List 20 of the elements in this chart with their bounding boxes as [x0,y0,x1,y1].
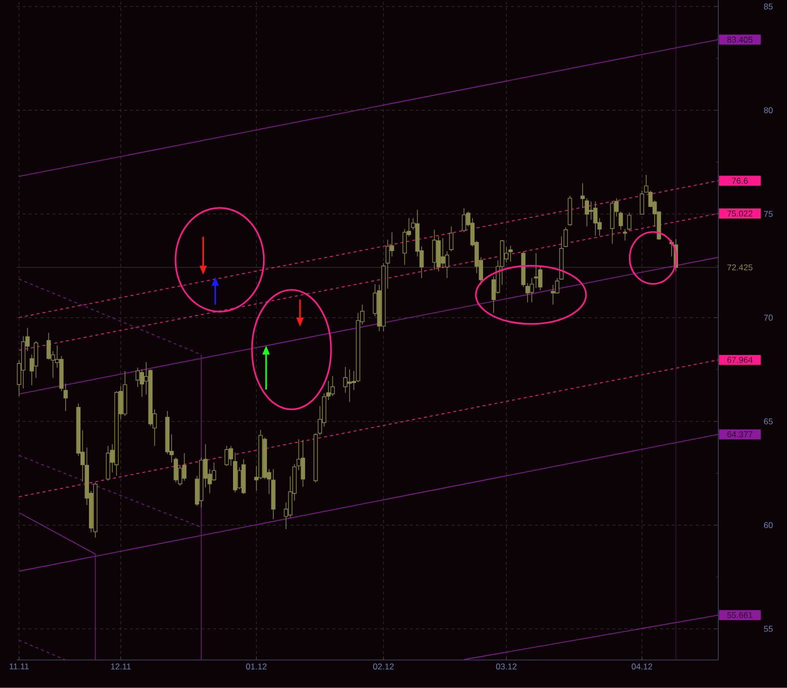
x-tick-label: 03.12 [496,664,517,670]
y-tick-label: 55 [764,626,773,632]
x-tick-label: 04.12 [632,664,652,670]
data-label: 83.405 [727,36,752,43]
data-label: 64.377 [727,431,752,438]
data-label: 67.964 [727,356,753,363]
y-tick-label: 60 [764,522,773,528]
y-tick-label: 80 [764,107,773,114]
x-tick-label: 02.12 [373,664,394,670]
y-tick-label: 70 [764,314,773,321]
ref-line-label: 72.425 [727,264,752,270]
y-tick-label: 65 [764,418,773,424]
y-tick-label: 85 [764,4,773,10]
data-label: 76.6 [732,178,748,184]
x-tick-label: 12.11 [111,664,131,670]
y-tick-label: 75 [764,211,773,217]
data-label: 75.022 [727,210,752,217]
x-tick-label: 01.12 [246,664,267,670]
x-tick-label: 11.11 [10,664,29,670]
data-label: 55.661 [727,612,752,618]
